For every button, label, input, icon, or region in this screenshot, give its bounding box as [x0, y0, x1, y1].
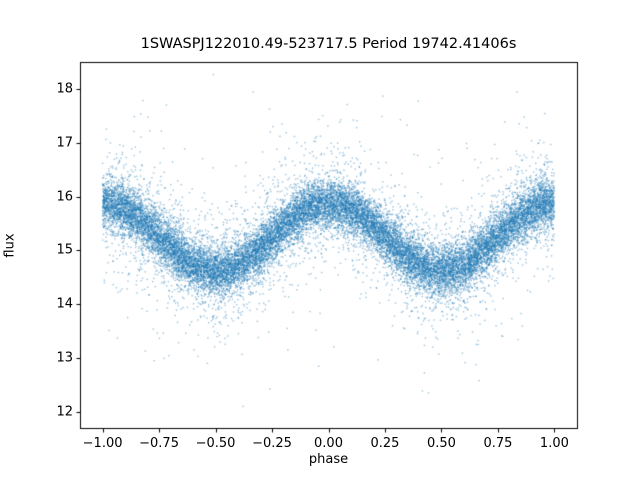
chart-title: 1SWASPJ122010.49-523717.5 Period 19742.4…: [140, 36, 517, 52]
y-tick-label: 12: [56, 404, 73, 420]
x-tick-label: 1.00: [539, 436, 569, 451]
y-tick-label: 18: [56, 81, 73, 97]
y-tick-label: 15: [56, 242, 73, 258]
y-tick-label: 13: [56, 350, 73, 366]
x-axis-label: phase: [308, 452, 349, 467]
y-tick-label: 17: [56, 135, 73, 151]
x-tick-label: −1.00: [82, 436, 123, 451]
x-tick-label: 0.00: [314, 436, 343, 451]
x-tick-label: −0.75: [139, 436, 179, 451]
y-axis-label: flux: [2, 233, 18, 258]
y-tick-label: 14: [56, 296, 73, 312]
y-tick-label: 16: [56, 189, 73, 205]
x-tick-label: −0.25: [252, 436, 292, 451]
x-tick-label: 0.50: [426, 436, 456, 451]
x-tick-label: −0.50: [195, 436, 236, 451]
x-tick-label: 0.25: [370, 436, 400, 451]
x-tick-label: 0.75: [483, 436, 513, 451]
